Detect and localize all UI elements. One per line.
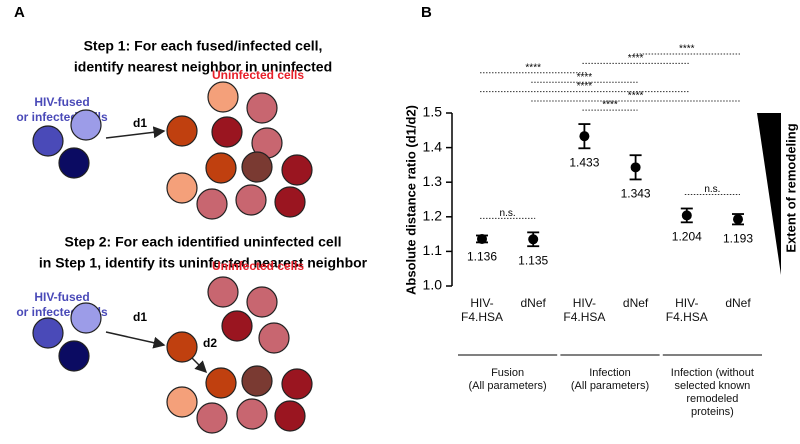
arrow	[105, 331, 166, 349]
significance-label: ****	[577, 72, 593, 83]
significance-label: ****	[628, 53, 644, 64]
step-title: in Step 1, identify its uninfected neare…	[39, 255, 368, 271]
y-tick-label: 1.5	[423, 104, 443, 120]
x-tick-label: HIV- F4.HSA	[460, 296, 504, 324]
y-tick-label: 1.0	[423, 277, 443, 293]
cell	[207, 276, 239, 308]
cell	[207, 81, 239, 113]
dot	[579, 131, 590, 142]
cell	[281, 368, 313, 400]
group-label: Infection (All parameters)	[570, 367, 650, 392]
annotation: Extent of remodeling	[783, 123, 798, 252]
step-title: Step 1: For each fused/infected cell,	[84, 38, 323, 54]
distance-label: d2	[203, 336, 217, 350]
dot	[733, 214, 743, 225]
dot	[528, 234, 539, 245]
panel-label: A	[14, 4, 25, 21]
cell	[274, 400, 306, 432]
y-tick-label: 1.2	[423, 208, 443, 224]
cell	[205, 367, 237, 399]
cell	[205, 152, 237, 184]
cell	[211, 116, 243, 148]
cell	[241, 365, 273, 397]
cell	[58, 340, 90, 372]
cell	[258, 322, 290, 354]
value-label: 1.204	[672, 230, 702, 244]
cell	[274, 186, 306, 218]
cell	[241, 151, 273, 183]
arrow	[105, 126, 166, 139]
significance-label: ****	[679, 44, 695, 55]
y-tick-label: 1.3	[423, 173, 443, 189]
cell	[235, 184, 267, 216]
cell	[166, 172, 198, 204]
cell	[70, 302, 102, 334]
cell	[281, 154, 313, 186]
distance-label: d1	[133, 116, 147, 130]
cell	[166, 331, 198, 363]
y-axis-label: Absolute distance ratio (d1/d2)	[403, 105, 418, 295]
significance-label: ****	[577, 81, 593, 92]
cell	[246, 286, 278, 318]
remodeling-wedge	[757, 113, 781, 275]
cell	[196, 188, 228, 220]
step-title: Step 2: For each identified uninfected c…	[65, 234, 342, 250]
cell	[221, 310, 253, 342]
y-tick-label: 1.1	[423, 242, 443, 258]
x-tick-label: dNef	[520, 296, 546, 310]
y-tick-label: 1.4	[423, 138, 443, 154]
x-tick-label: dNef	[622, 296, 649, 310]
distance-label: d1	[133, 310, 147, 324]
x-tick-label: HIV- F4.HSA	[563, 296, 606, 324]
significance-label: n.s.	[500, 208, 516, 219]
value-label: 1.343	[621, 187, 651, 201]
cell	[58, 147, 90, 179]
significance-label: n.s.	[704, 184, 720, 195]
value-label: 1.136	[467, 250, 497, 264]
cell	[236, 398, 268, 430]
group-label: Infection (without selected known remode…	[670, 367, 754, 418]
step1: Step 1: For each fused/infected cell, id…	[16, 38, 332, 220]
significance-label: ****	[602, 100, 618, 111]
step2: Step 2: For each identified uninfected c…	[16, 234, 368, 434]
value-label: 1.433	[569, 155, 599, 169]
arrow	[191, 357, 208, 374]
uninfected-label: Uninfected cells	[212, 259, 304, 273]
significance-label: ****	[525, 62, 541, 73]
cell	[32, 125, 64, 157]
cell	[70, 109, 102, 141]
dot	[681, 210, 692, 221]
fused-label: HIV-fused	[34, 95, 89, 109]
value-label: 1.193	[723, 232, 753, 246]
fused-label: HIV-fused	[34, 290, 89, 304]
cell	[166, 115, 198, 147]
x-tick-label: HIV- F4.HSA	[665, 296, 708, 324]
group-label: Fusion (All parameters)	[468, 367, 547, 392]
cell	[246, 92, 278, 124]
significance-label: ****	[628, 91, 644, 102]
panel-label: B	[421, 4, 432, 21]
x-tick-label: dNef	[725, 296, 751, 310]
cell	[32, 317, 64, 349]
dot	[477, 233, 487, 244]
uninfected-label: Uninfected cells	[212, 68, 304, 82]
step-title: identify nearest neighbor in uninfected	[74, 59, 332, 75]
dot	[630, 162, 641, 173]
cell	[166, 386, 198, 418]
cell	[196, 402, 228, 434]
value-label: 1.135	[518, 253, 548, 267]
